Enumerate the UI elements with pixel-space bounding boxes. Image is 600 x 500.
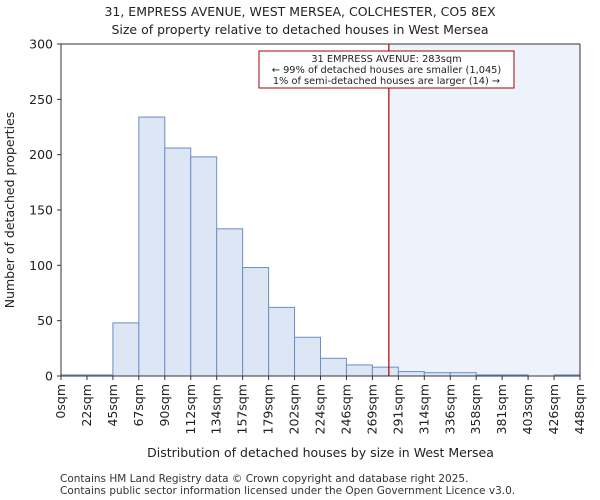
bar-157sqm	[242, 267, 270, 377]
x-tick-label-291sqm: 291sqm	[390, 384, 405, 434]
x-tick-label-90sqm: 90sqm	[157, 384, 172, 427]
annotation-line-2: ← 99% of detached houses are smaller (1,…	[272, 65, 502, 76]
bar-291sqm	[397, 371, 425, 377]
x-tick-label-157sqm: 157sqm	[235, 384, 250, 434]
bar-45sqm	[112, 322, 140, 377]
x-tick-label-202sqm: 202sqm	[287, 384, 302, 434]
x-tick-label-336sqm: 336sqm	[442, 384, 457, 434]
y-tick-label-0: 0	[45, 369, 53, 384]
y-tick-label-150: 150	[29, 203, 53, 218]
x-tick-label-22sqm: 22sqm	[79, 384, 94, 427]
bar-90sqm	[164, 147, 192, 377]
y-tick-label-300: 300	[29, 37, 53, 52]
annotation-box	[258, 50, 515, 89]
x-tick-label-448sqm: 448sqm	[572, 384, 587, 434]
x-tick-label-45sqm: 45sqm	[105, 384, 120, 427]
annotation-line-1: 31 EMPRESS AVENUE: 283sqm	[311, 54, 461, 65]
chart-title: 31, EMPRESS AVENUE, WEST MERSEA, COLCHES…	[104, 4, 496, 19]
x-tick-label-269sqm: 269sqm	[364, 384, 379, 434]
bar-202sqm	[294, 336, 321, 377]
x-tick-label-134sqm: 134sqm	[209, 384, 224, 434]
y-tick-label-200: 200	[29, 147, 53, 162]
x-tick-label-0sqm: 0sqm	[53, 384, 68, 419]
y-tick-label-100: 100	[29, 258, 53, 273]
x-tick-label-314sqm: 314sqm	[416, 384, 431, 434]
footer-copyright: Contains HM Land Registry data © Crown c…	[60, 473, 469, 485]
x-tick-label-381sqm: 381sqm	[494, 384, 509, 434]
bar-67sqm	[138, 116, 166, 377]
x-tick-label-179sqm: 179sqm	[261, 384, 276, 434]
x-tick-label-67sqm: 67sqm	[131, 384, 146, 427]
chart-subtitle: Size of property relative to detached ho…	[111, 22, 489, 37]
x-tick-label-358sqm: 358sqm	[468, 384, 483, 434]
bar-179sqm	[268, 306, 296, 377]
y-tick-label-50: 50	[37, 313, 53, 328]
y-tick-label-250: 250	[29, 92, 53, 107]
bar-246sqm	[345, 364, 373, 377]
bar-112sqm	[190, 156, 218, 377]
bar-269sqm	[371, 366, 399, 377]
bar-134sqm	[216, 228, 244, 377]
bar-224sqm	[320, 357, 347, 377]
x-tick-label-112sqm: 112sqm	[183, 384, 198, 434]
x-tick-label-224sqm: 224sqm	[313, 384, 328, 434]
footer-licence: Contains public sector information licen…	[60, 485, 516, 497]
highlight-region	[388, 44, 580, 376]
y-axis-title: Number of detached properties	[2, 112, 17, 309]
x-tick-label-403sqm: 403sqm	[520, 384, 535, 434]
x-tick-label-246sqm: 246sqm	[338, 384, 353, 434]
annotation-line-3: 1% of semi-detached houses are larger (1…	[273, 76, 500, 87]
x-axis-title: Distribution of detached houses by size …	[147, 445, 494, 460]
x-tick-label-426sqm: 426sqm	[546, 384, 561, 434]
